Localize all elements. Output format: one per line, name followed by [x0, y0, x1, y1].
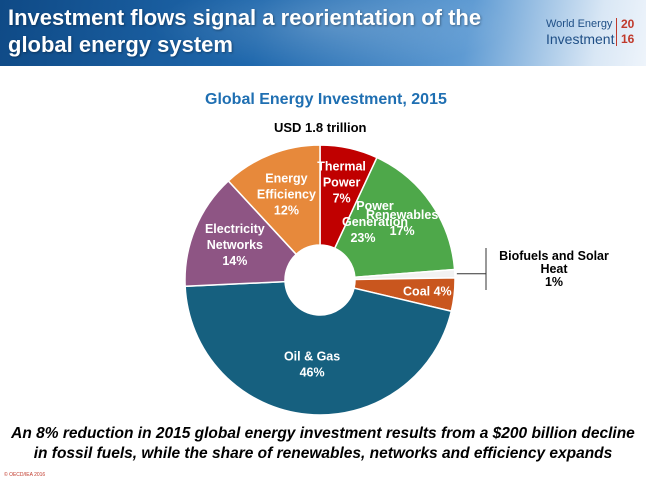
footer-line1: An 8% reduction in 2015 global energy in… — [11, 425, 635, 442]
callout-line2: Heat — [540, 262, 568, 276]
logo-year-top: 20 — [621, 17, 635, 31]
pie-slice-renewables — [333, 156, 456, 279]
slice-label-energy-efficiency: Energy Efficiency 12% — [257, 171, 316, 217]
wei-logo: World Energy Investment 20 16 — [540, 16, 644, 50]
slice-label-electricity-networks: Electricity Networks 14% — [205, 222, 265, 268]
footer-line2: in fossil fuels, while the share of rene… — [33, 445, 613, 462]
copyright-notice: © OECD/IEA 2016 — [4, 472, 46, 478]
slide-title-line2: global energy system — [8, 32, 233, 57]
pie-slice-electricity-networks — [184, 179, 298, 288]
slice-label-oil-gas: Oil & Gas 46% — [284, 350, 340, 380]
callout-biofuels-label: Biofuels and Solar Heat 1% — [494, 250, 614, 289]
logo-separator — [616, 18, 617, 46]
callout-line1: Biofuels and Solar — [499, 249, 609, 263]
logo-text-line2: Investment — [546, 31, 615, 47]
callout-bracket — [456, 248, 487, 290]
pie-slice-energy-efficiency — [227, 144, 321, 256]
logo-year-bottom: 16 — [621, 32, 635, 46]
slice-label-coal: Coal 4% — [403, 285, 452, 299]
power-generation-group-label: Power Generation 23% — [342, 199, 408, 245]
chart-title: Global Energy Investment, 2015 — [205, 91, 447, 108]
pie-slice-oil-gas — [184, 280, 453, 416]
slice-label-renewables: Renewables 17% — [366, 208, 438, 238]
title-banner: Investment flows signal a reorientation … — [0, 0, 646, 66]
slide-title: Investment flows signal a reorientation … — [8, 4, 518, 58]
slide-title-line1: Investment flows signal a reorientation … — [8, 5, 482, 30]
footer-caption: An 8% reduction in 2015 global energy in… — [0, 424, 646, 464]
callout-pct: 1% — [544, 275, 564, 289]
slice-label-thermal-power: Thermal Power 7% — [317, 159, 366, 205]
logo-text-line1: World Energy — [546, 18, 613, 30]
chart-subtitle: USD 1.8 trillion — [274, 120, 367, 135]
